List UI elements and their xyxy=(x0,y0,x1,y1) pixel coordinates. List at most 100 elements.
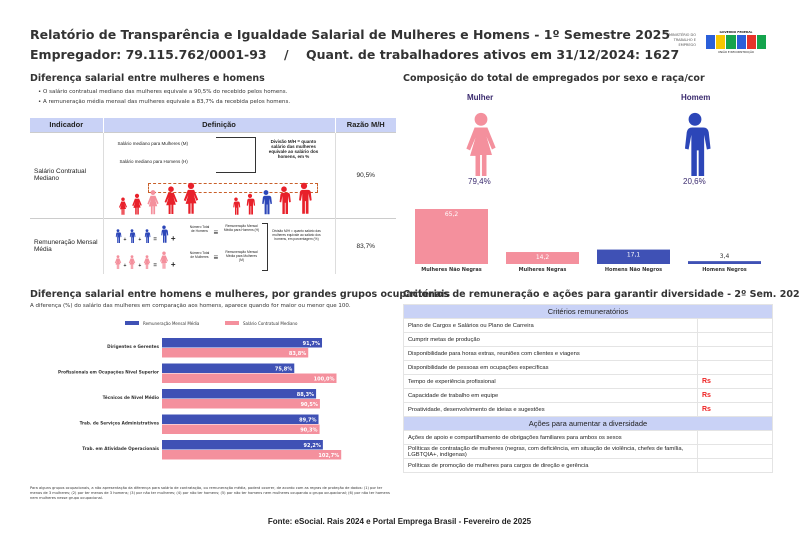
bar xyxy=(162,424,320,434)
composition-chart: 65,2 Mulheres Não Negras 14,2 Mulheres Negr… xyxy=(415,209,761,273)
criteria-table: Critérios remuneratórios Plano de Cargos … xyxy=(403,304,773,473)
def-text: Salário mediano para Mulheres (M) xyxy=(117,140,189,146)
criteria-mark-icon xyxy=(697,346,773,361)
category-label: Dirigentes e Gerentes xyxy=(107,344,159,349)
criteria-label: Plano de Cargos e Salários ou Plano de C… xyxy=(403,318,698,333)
diversity-label: Políticas de promoção de mulheres para c… xyxy=(403,458,698,473)
employer-info: Empregador: 79.115.762/0001-93 / Quant. … xyxy=(30,47,680,62)
diversity-mark-icon xyxy=(697,444,773,459)
diversity-row: Políticas de contratação de mulheres (ne… xyxy=(403,444,773,459)
bar xyxy=(162,363,295,373)
occupational-chart: Remuneração Mensal Média Salário Contratu… xyxy=(58,321,342,460)
bar-value-label: 91,7% xyxy=(303,341,320,347)
bar-value-label: 90,3% xyxy=(300,428,317,434)
legend-label: Salário Contratual Mediano xyxy=(243,321,298,326)
report-title: Relatório de Transparência e Igualdade S… xyxy=(30,27,671,42)
legend-label: Remuneração Mensal Média xyxy=(143,321,200,326)
man-icon xyxy=(276,185,292,215)
woman-icon xyxy=(118,197,128,215)
def-text: Número Total de Homens xyxy=(189,224,210,233)
criteria-section-header: Critérios remuneratórios xyxy=(403,304,773,319)
diversity-label: Políticas de contratação de mulheres (ne… xyxy=(403,444,698,459)
criteria-row: Disponibilidade para horas extras, reuni… xyxy=(403,346,773,361)
def-text: Número Total de Mulheres xyxy=(189,250,210,259)
male-label: Homem xyxy=(681,93,711,102)
bar xyxy=(415,209,488,264)
bar-value-label: 100,0% xyxy=(314,377,335,383)
occupational-footnote: Para alguns grupos ocupacionais, a não a… xyxy=(30,486,390,500)
criteria-label: Tempo de experiência profissional xyxy=(403,374,698,389)
criteria-title: Critérios de remuneração e ações para ga… xyxy=(403,289,799,300)
bar xyxy=(162,338,323,348)
man-icon xyxy=(231,197,241,215)
criteria-row: Proatividade, desenvolvimento de ideias … xyxy=(403,402,773,417)
definition-cell: + + = + + + = + Número Total de Homens ≡ Remun… xyxy=(102,217,336,274)
section-label: Ações para aumentar a diversidade xyxy=(403,416,773,431)
bar-value-label: 90,5% xyxy=(301,402,318,408)
category-label: Trab. em Atividade Operacionais xyxy=(82,446,159,451)
legend-swatch xyxy=(225,321,239,325)
man-icon xyxy=(259,189,273,215)
col-razao: Razão M/H xyxy=(335,118,396,132)
category-label: Homens Negros xyxy=(702,267,747,273)
indicator-name: Salário Contratual Mediano xyxy=(30,131,103,218)
bar-value-label: 88,3% xyxy=(297,392,314,398)
category-label: Profissionais em Ocupações Nível Superio… xyxy=(58,370,160,375)
criteria-mark-icon: Rs xyxy=(697,388,773,403)
diversity-mark-icon xyxy=(697,430,773,445)
category-label: Mulheres Não Negras xyxy=(421,267,482,273)
bar-value-label: 92,2% xyxy=(304,443,321,449)
criteria-label: Disponibilidade para horas extras, reuni… xyxy=(403,346,698,361)
woman-icon xyxy=(462,112,500,176)
col-definicao: Definição xyxy=(102,118,336,132)
bar-value-label: 3,4 xyxy=(720,253,730,260)
table-row: Remuneração Mensal Média + + = + + + = + Númer… xyxy=(30,217,396,274)
bar xyxy=(506,252,579,264)
composition-title: Composição do total de empregados por se… xyxy=(403,73,705,84)
men-sum-illustration: + + = + xyxy=(114,225,176,243)
def-note: Divisão M/H = quanto salário das mulhere… xyxy=(272,228,321,241)
bar-value-label: 14,2 xyxy=(536,254,550,261)
source-footer: Fonte: eSocial. Rais 2024 e Portal Empre… xyxy=(267,517,532,526)
man-icon xyxy=(295,181,313,215)
gov-brasil-logo: GOVERNO FEDERAL UNIÃO E RECONSTRUÇÃO xyxy=(706,30,767,56)
ministry-logo: MINISTÉRIO DO TRABALHO E EMPREGO xyxy=(668,33,696,47)
criteria-mark-icon: Rs xyxy=(697,374,773,389)
diversity-row: Políticas de promoção de mulheres para c… xyxy=(403,458,773,473)
occupational-subtitle: A diferença (%) do salário das mulheres … xyxy=(30,303,351,309)
bullet-text: O salário contratual mediano das mulhere… xyxy=(43,89,288,95)
def-text: Remuneração Mensal Média para Homens (H) xyxy=(223,223,260,232)
category-label: Trab. de Serviços Administrativos xyxy=(80,421,160,426)
bullet-text: A remuneração média mensal das mulheres … xyxy=(43,99,291,105)
category-label: Homens Não Negros xyxy=(605,267,662,273)
woman-icon xyxy=(163,185,179,215)
def-text: Remuneração Mensal Média para Mulheres (… xyxy=(225,249,258,262)
bar-value-label: 83,8% xyxy=(289,351,306,357)
people-illustration xyxy=(118,181,313,215)
man-icon xyxy=(244,193,256,215)
definition-cell: Salário mediano para Mulheres (M) Salári… xyxy=(102,131,336,218)
man-icon xyxy=(676,112,714,176)
criteria-row: Tempo de experiência profissional Rs xyxy=(403,374,773,389)
woman-icon xyxy=(131,193,143,215)
woman-icon xyxy=(182,181,200,215)
table-row: Salário Contratual Mediano Salário media… xyxy=(30,131,396,218)
bar xyxy=(162,373,337,383)
bullet-1: • O salário contratual mediano das mulhe… xyxy=(38,89,288,95)
bar xyxy=(688,261,761,264)
criteria-label: Proatividade, desenvolvimento de ideias … xyxy=(403,402,698,417)
women-sum-illustration: + + = + xyxy=(114,251,176,269)
woman-icon xyxy=(146,189,160,215)
legend-swatch xyxy=(125,321,139,325)
criteria-row: Plano de Cargos e Salários ou Plano de C… xyxy=(403,318,773,333)
bar xyxy=(162,399,320,409)
bar xyxy=(162,414,319,424)
bar-value-label: 102,7% xyxy=(318,453,339,459)
bar xyxy=(162,440,323,450)
section-label: Critérios remuneratórios xyxy=(403,304,773,319)
bar-value-label: 89,7% xyxy=(299,418,316,424)
bar-value-label: 75,8% xyxy=(275,367,292,373)
female-label: Mulher xyxy=(467,93,494,102)
diversity-mark-icon xyxy=(697,458,773,473)
criteria-mark-icon: Rs xyxy=(697,402,773,417)
